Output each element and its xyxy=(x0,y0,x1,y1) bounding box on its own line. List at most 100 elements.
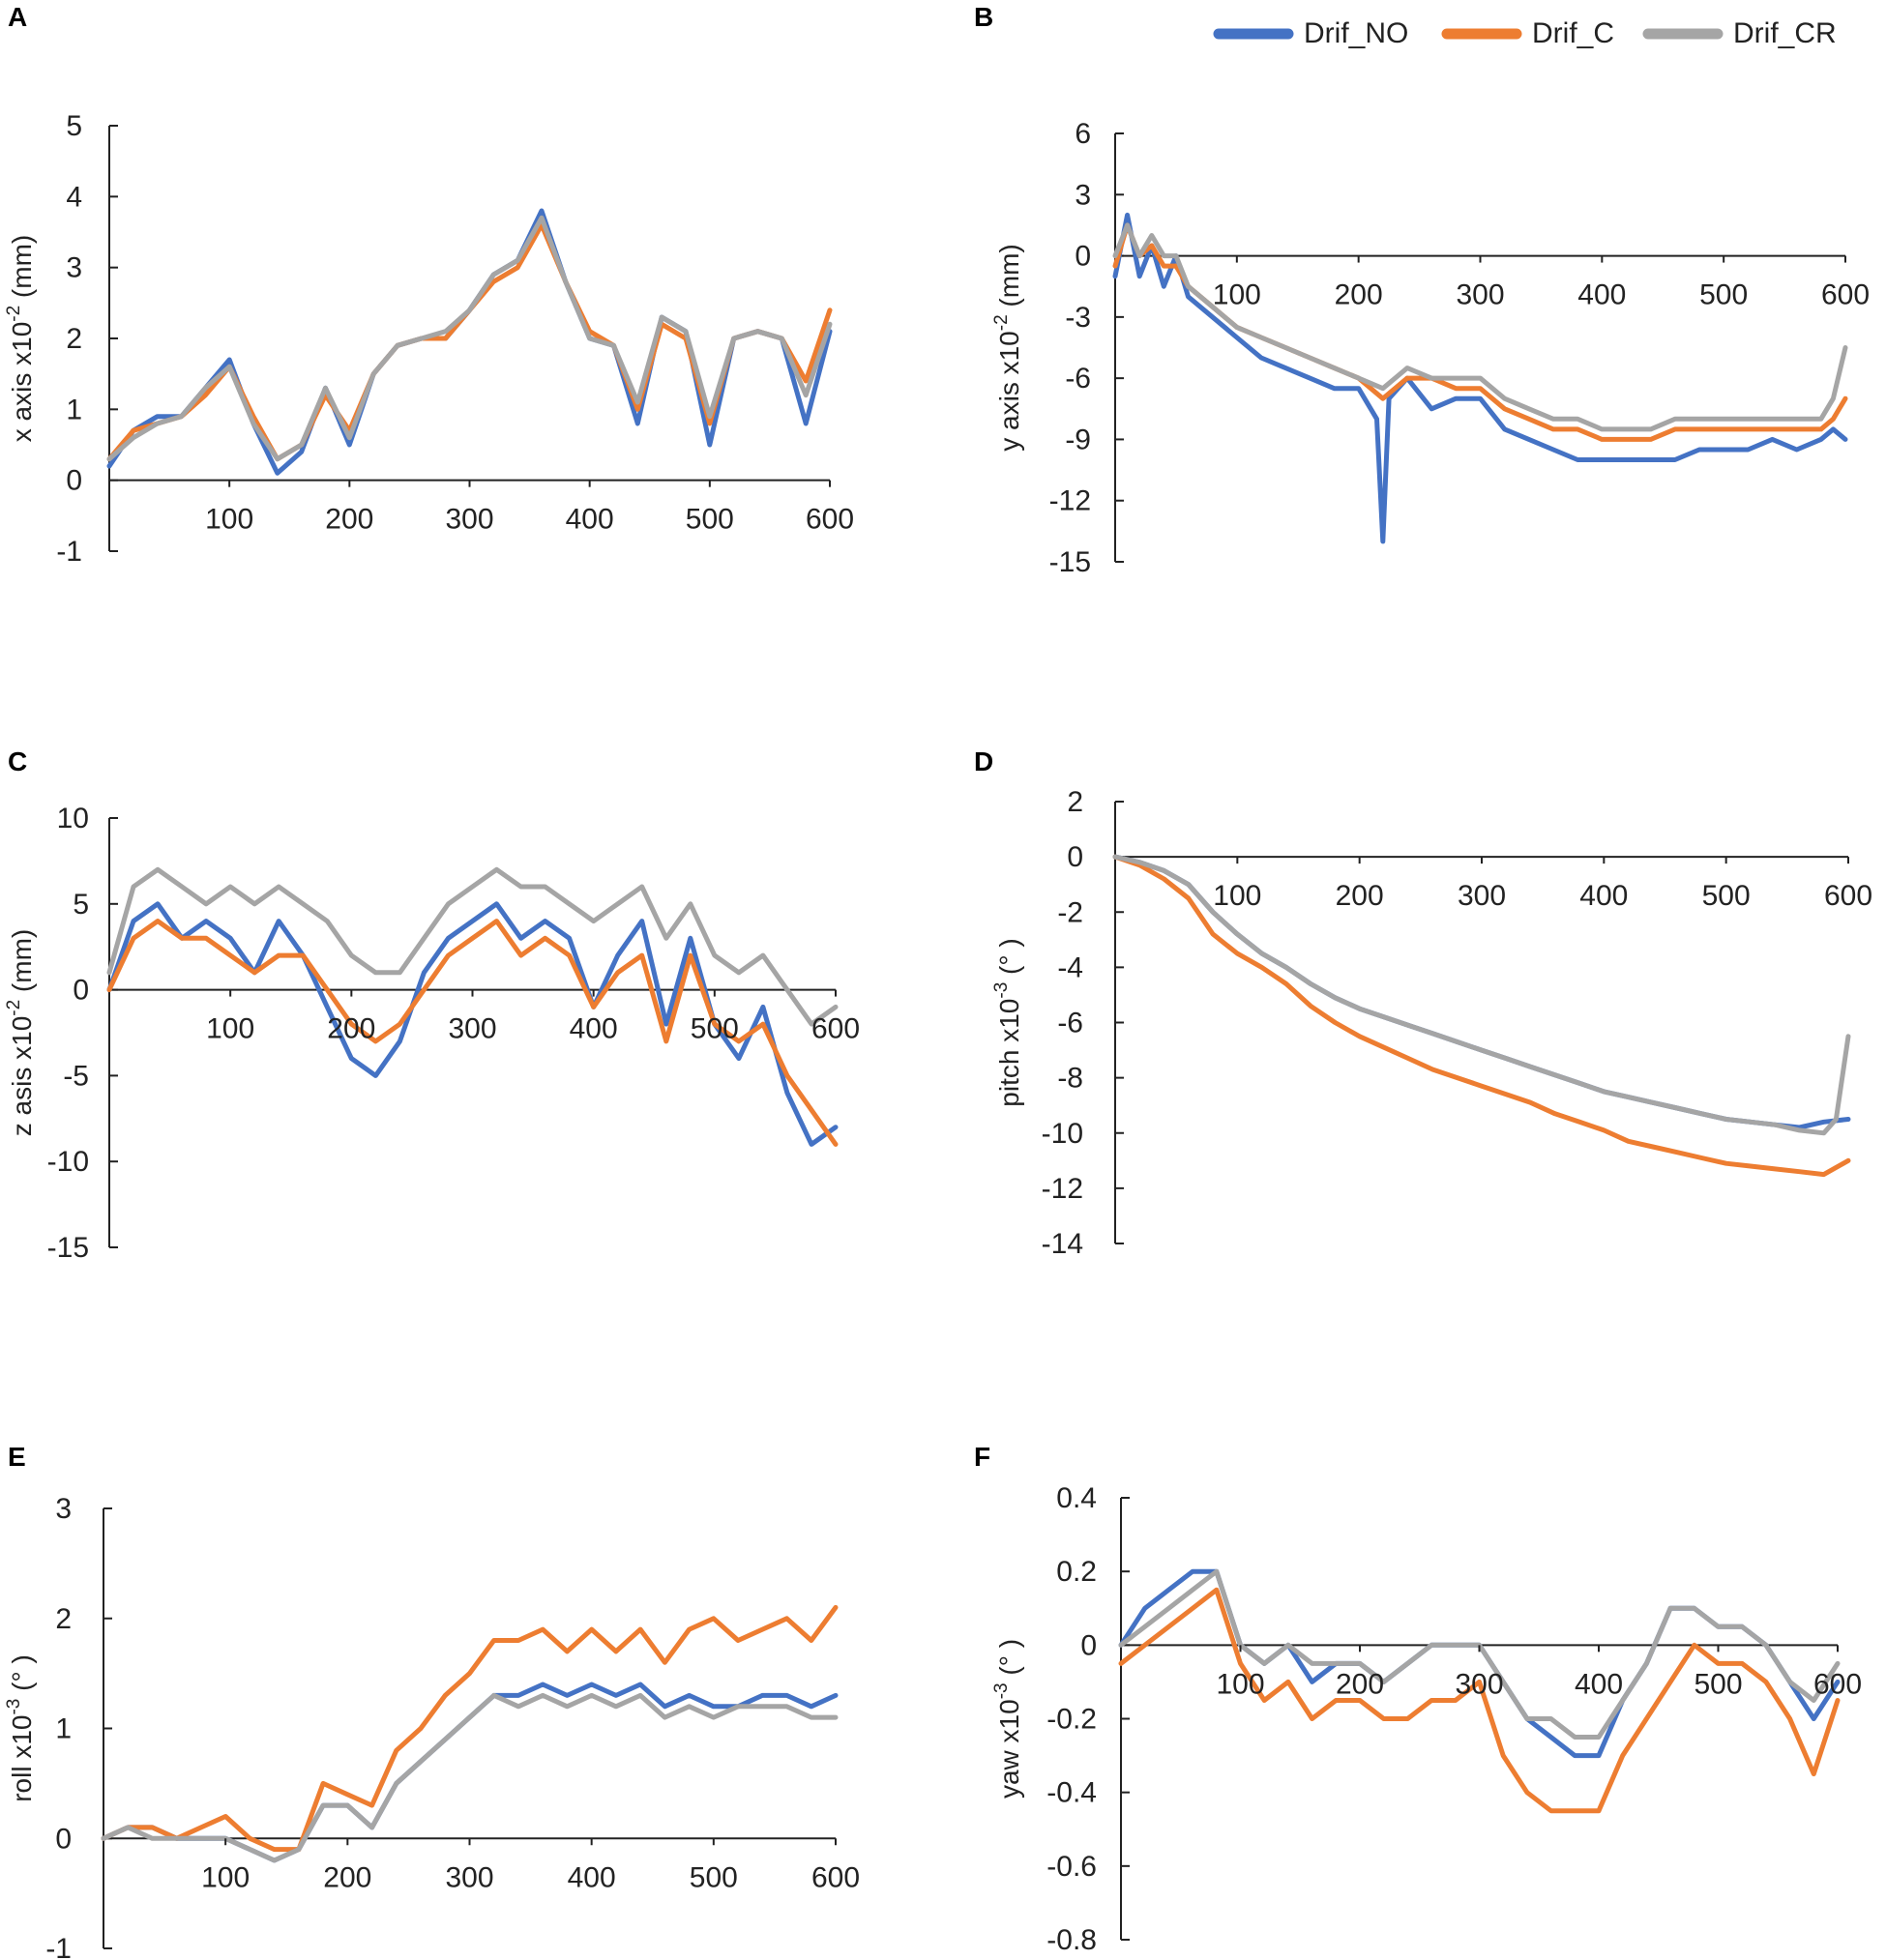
y-tick-label: -10 xyxy=(1042,1118,1083,1150)
y-tick-label: 0 xyxy=(1067,841,1083,873)
legend-item-drif-c: Drif_C xyxy=(1441,17,1614,49)
y-axis-label: y axis x10-2 (mm) xyxy=(991,244,1024,451)
y-tick-label: -3 xyxy=(1065,302,1091,334)
series-line-drif-cr xyxy=(1112,854,1851,1136)
x-tick-label: 200 xyxy=(1335,279,1383,311)
legend-label-drif-cr: Drif_CR xyxy=(1733,17,1837,49)
series-line-drif-c xyxy=(1112,854,1851,1178)
panel-letter: D xyxy=(974,746,993,776)
legend-label-drif-no: Drif_NO xyxy=(1304,17,1408,49)
y-tick-label: -6 xyxy=(1065,363,1091,395)
y-tick-label: 3 xyxy=(1075,179,1091,211)
x-tick-label: 300 xyxy=(1456,279,1504,311)
x-tick-label: 500 xyxy=(1702,880,1751,912)
legend-item-drif-no: Drif_NO xyxy=(1213,17,1408,49)
y-tick-label: -8 xyxy=(1057,1063,1083,1095)
y-tick-label: 0.4 xyxy=(1056,1482,1097,1514)
y-axis-label-sup: -2 xyxy=(4,1000,24,1016)
x-tick-label: 100 xyxy=(206,1013,254,1045)
chart-panel-d: D 2 0 -2 -4 -6 -8 -10 -12 -14 100 200 300 400 500 600 pi… xyxy=(974,746,1872,1260)
x-tick-label: 600 xyxy=(1821,279,1870,311)
y-axis-label-sup: -2 xyxy=(991,314,1012,331)
series-line-drif-c xyxy=(106,919,839,1147)
x-tick-label: 400 xyxy=(566,504,614,536)
series-line-drif-cr xyxy=(1118,1568,1841,1740)
y-tick-label: 4 xyxy=(66,181,82,213)
y-axis-label-sup: -3 xyxy=(991,982,1012,999)
panel-letter: F xyxy=(974,1442,990,1472)
x-tick-label: 200 xyxy=(325,504,373,536)
y-tick-label: 0.2 xyxy=(1056,1556,1097,1588)
y-tick-label: -10 xyxy=(47,1146,89,1178)
y-tick-label: 2 xyxy=(55,1603,72,1635)
y-tick-label: 5 xyxy=(73,889,89,921)
x-tick-label: 500 xyxy=(1699,279,1748,311)
y-axis-label-main: pitch x10 xyxy=(994,999,1024,1107)
y-axis-label-unit: (° ) xyxy=(994,1639,1024,1682)
x-tick-label: 500 xyxy=(1694,1668,1742,1700)
y-tick-label: -15 xyxy=(1049,546,1091,578)
y-tick-label: 2 xyxy=(1067,786,1083,818)
x-tick-label: 100 xyxy=(205,504,253,536)
y-axis-label-unit: (mm) xyxy=(7,929,37,1000)
series-line-drif-cr xyxy=(106,215,833,462)
chart-panel-e: E3 2 1 0 -1 100 200 300 400 500 600 roll x10-3 (° ) xyxy=(4,1442,860,1960)
y-tick-label: -14 xyxy=(1042,1228,1083,1260)
y-axis-label-main: yaw x10 xyxy=(994,1699,1024,1799)
x-tick-label: 200 xyxy=(1336,880,1384,912)
y-tick-label: -12 xyxy=(1049,485,1091,517)
x-tick-label: 300 xyxy=(1458,880,1506,912)
y-axis-label-sup: -2 xyxy=(4,306,24,322)
x-tick-label: 300 xyxy=(445,504,493,536)
panel-letter: C xyxy=(8,746,27,776)
y-tick-label: 0 xyxy=(66,465,82,497)
y-axis-label-sup: -3 xyxy=(991,1682,1012,1699)
y-tick-label: 0 xyxy=(55,1823,72,1855)
series-line-drif-cr xyxy=(101,1692,839,1863)
y-axis-label-main: y axis x10 xyxy=(994,331,1024,452)
y-axis-label: z asis x10-2 (mm) xyxy=(4,929,37,1136)
y-tick-label: -0.4 xyxy=(1046,1777,1097,1809)
legend: Drif_NO Drif_C Drif_CR xyxy=(1213,17,1837,49)
y-tick-label: -15 xyxy=(47,1232,89,1264)
x-tick-label: 300 xyxy=(445,1861,493,1893)
x-tick-label: 600 xyxy=(1813,1668,1862,1700)
y-tick-label: 0 xyxy=(1075,241,1091,273)
x-tick-label: 100 xyxy=(201,1861,250,1893)
y-tick-label: -0.2 xyxy=(1046,1704,1097,1736)
y-tick-label: -4 xyxy=(1057,951,1083,983)
y-tick-label: 5 xyxy=(66,110,82,142)
y-axis-label-sup: -3 xyxy=(4,1699,24,1715)
panel-letter: B xyxy=(974,2,993,32)
x-tick-label: 100 xyxy=(1216,1668,1264,1700)
panel-letter: E xyxy=(8,1442,26,1472)
series-line-drif-c xyxy=(106,222,833,462)
x-tick-label: 400 xyxy=(1577,279,1626,311)
x-tick-label: 100 xyxy=(1213,279,1261,311)
x-tick-label: 200 xyxy=(327,1013,375,1045)
y-axis-label-unit: (mm) xyxy=(994,244,1024,314)
y-tick-label: 1 xyxy=(66,394,82,425)
x-tick-label: 300 xyxy=(1455,1668,1503,1700)
series-line-drif-c xyxy=(101,1604,839,1853)
x-tick-label: 400 xyxy=(1575,1668,1623,1700)
panel-letter: A xyxy=(8,2,27,32)
series-line-drif-no xyxy=(106,208,833,476)
x-tick-label: 600 xyxy=(811,1861,860,1893)
series-line-drif-c xyxy=(1118,1587,1841,1814)
y-tick-label: -0.8 xyxy=(1046,1924,1097,1956)
x-tick-label: 400 xyxy=(570,1013,618,1045)
y-tick-label: -1 xyxy=(45,1933,72,1960)
y-tick-label: -9 xyxy=(1065,424,1091,455)
y-tick-label: 1 xyxy=(55,1713,72,1745)
x-tick-label: 600 xyxy=(811,1013,860,1045)
y-axis-label-main: x axis x10 xyxy=(7,322,37,443)
y-tick-label: 3 xyxy=(55,1493,72,1525)
y-tick-label: -2 xyxy=(1057,896,1083,928)
series-line-drif-no xyxy=(1112,212,1848,544)
y-tick-label: -6 xyxy=(1057,1008,1083,1039)
x-tick-label: 200 xyxy=(1336,1668,1384,1700)
chart-panel-f: F 0.4 0.2 0 -0.2 -0.4 -0.6 -0.8 100 200 300 400 500 6… xyxy=(974,1442,1862,1956)
x-tick-label: 500 xyxy=(686,504,734,536)
y-tick-label: 0 xyxy=(73,975,89,1007)
